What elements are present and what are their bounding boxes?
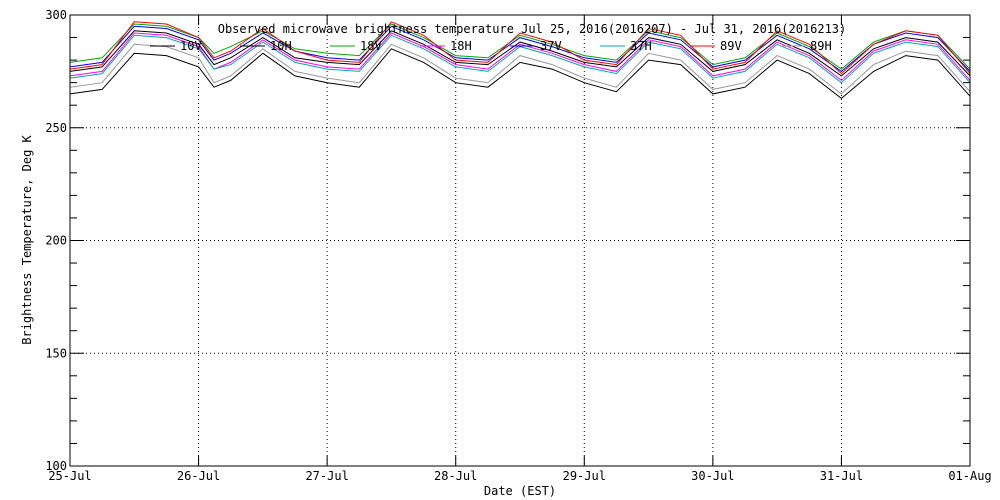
- legend-label-37v: 37V: [540, 39, 562, 53]
- series-line-18v: [69, 23, 971, 70]
- axes: 100 150 200 250 300 25-Jul 26-Jul 27-Jul 28-Jul 2…: [45, 8, 991, 483]
- x-tick-label: 27-Jul: [305, 469, 348, 483]
- legend-label-89h: 89H: [810, 39, 832, 53]
- legend-label-18v: 18V: [360, 39, 382, 53]
- x-tick-label: 26-Jul: [177, 469, 220, 483]
- x-tick-label: 01-Aug: [948, 469, 991, 483]
- chart-title: Observed microwave brightness temperatur…: [218, 22, 847, 36]
- series-line-89v: [69, 21, 971, 75]
- series-line-37h: [69, 34, 971, 84]
- legend-label-18h: 18H: [450, 39, 472, 53]
- x-tick-label: 30-Jul: [691, 469, 734, 483]
- y-tick-label: 200: [45, 234, 67, 248]
- y-tick-label: 100: [45, 459, 67, 473]
- legend: 10V 10H 18V 18H 37V 37H 89V 89H: [150, 39, 832, 53]
- grid-lines: [70, 15, 970, 466]
- y-axis-label: Brightness Temperature, Deg K: [20, 134, 34, 344]
- legend-label-10h: 10H: [270, 39, 292, 53]
- series-line-89h: [69, 43, 971, 95]
- legend-label-37h: 37H: [630, 39, 652, 53]
- series-line-10h: [69, 48, 971, 100]
- legend-label-89v: 89V: [720, 39, 742, 53]
- x-tick-label: 31-Jul: [820, 469, 863, 483]
- x-axis-label: Date (EST): [484, 484, 556, 498]
- x-tick-label: 28-Jul: [434, 469, 477, 483]
- series-line-37v: [69, 25, 971, 73]
- series-line-10v: [69, 30, 971, 77]
- x-tick-label: 25-Jul: [48, 469, 91, 483]
- y-tick-label: 150: [45, 346, 67, 360]
- legend-label-10v: 10V: [180, 39, 202, 53]
- y-tick-label: 250: [45, 121, 67, 135]
- data-series: [69, 21, 971, 100]
- x-tick-label: 29-Jul: [563, 469, 606, 483]
- y-tick-label: 300: [45, 8, 67, 22]
